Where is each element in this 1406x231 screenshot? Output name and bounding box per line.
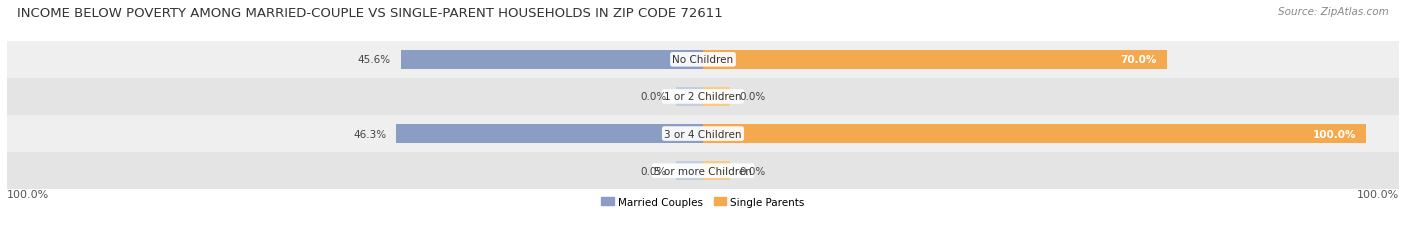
Text: 0.0%: 0.0%	[740, 166, 766, 176]
Bar	[703, 161, 730, 181]
Bar	[7, 152, 1399, 189]
Bar	[7, 116, 1399, 152]
Text: 70.0%: 70.0%	[1121, 55, 1157, 65]
Text: 5 or more Children: 5 or more Children	[654, 166, 752, 176]
Text: 100.0%: 100.0%	[1312, 129, 1355, 139]
Text: 0.0%: 0.0%	[640, 92, 666, 102]
Text: 100.0%: 100.0%	[1357, 189, 1399, 199]
Text: 0.0%: 0.0%	[740, 92, 766, 102]
Bar	[703, 50, 1167, 70]
Text: INCOME BELOW POVERTY AMONG MARRIED-COUPLE VS SINGLE-PARENT HOUSEHOLDS IN ZIP COD: INCOME BELOW POVERTY AMONG MARRIED-COUPL…	[17, 7, 723, 20]
Bar	[676, 87, 703, 107]
Bar	[703, 87, 730, 107]
Bar	[7, 79, 1399, 116]
Legend: Married Couples, Single Parents: Married Couples, Single Parents	[598, 193, 808, 211]
Bar	[703, 124, 1365, 144]
Bar	[401, 50, 703, 70]
Text: 1 or 2 Children: 1 or 2 Children	[664, 92, 742, 102]
Text: Source: ZipAtlas.com: Source: ZipAtlas.com	[1278, 7, 1389, 17]
Text: No Children: No Children	[672, 55, 734, 65]
Text: 100.0%: 100.0%	[7, 189, 49, 199]
Text: 0.0%: 0.0%	[640, 166, 666, 176]
Bar	[7, 42, 1399, 79]
Text: 45.6%: 45.6%	[357, 55, 391, 65]
Text: 46.3%: 46.3%	[353, 129, 387, 139]
Bar	[676, 161, 703, 181]
Bar	[396, 124, 703, 144]
Text: 3 or 4 Children: 3 or 4 Children	[664, 129, 742, 139]
